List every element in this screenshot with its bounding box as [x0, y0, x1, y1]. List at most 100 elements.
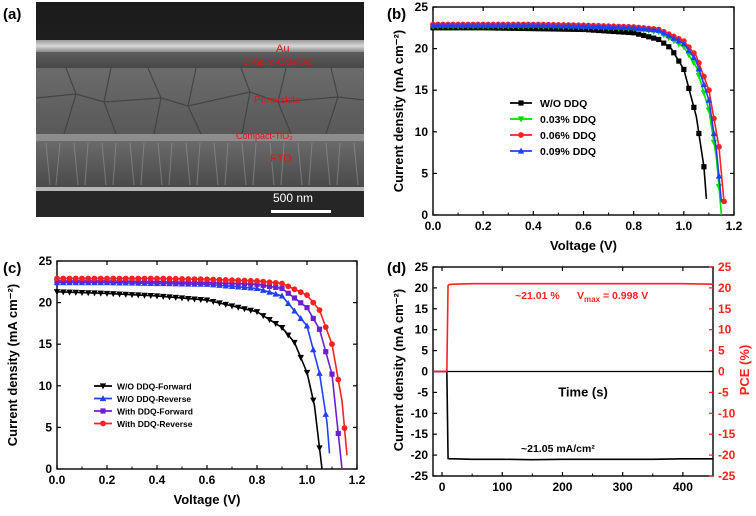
y-right-tick-label: 5: [718, 344, 725, 358]
data-point: [304, 292, 310, 299]
x-tick-label: 1.2: [726, 219, 743, 233]
data-point: [204, 280, 210, 286]
data-point: [279, 285, 285, 292]
data-point: [103, 290, 111, 297]
data-point: [266, 288, 273, 295]
data-point: [316, 326, 323, 332]
data-point: [495, 21, 502, 28]
data-point: [116, 291, 123, 298]
data-point: [153, 293, 161, 300]
y-tick-label: -25: [411, 469, 429, 483]
data-point: [298, 300, 304, 306]
data-point: [191, 296, 198, 303]
x-tick-label: 200: [552, 480, 572, 494]
data-point: [323, 349, 329, 355]
data-point: [655, 26, 662, 33]
data-point: [310, 315, 316, 322]
data-point: [241, 306, 248, 313]
x-tick-label: 300: [613, 480, 633, 494]
data-point: [505, 21, 512, 28]
data-point: [285, 283, 292, 290]
data-point: [322, 410, 329, 417]
data-point: [625, 24, 632, 31]
x-tick-label: 0.0: [425, 219, 442, 233]
data-point: [247, 307, 254, 314]
data-point: [54, 275, 60, 282]
data-point: [545, 22, 552, 29]
x-tick-label: 0.6: [199, 473, 216, 487]
series-b-3: [429, 21, 723, 203]
data-point: [66, 275, 73, 282]
x-tick-label: 0.8: [625, 219, 642, 233]
series-c-2: [54, 278, 343, 470]
data-point: [641, 32, 647, 39]
data-point: [590, 23, 597, 30]
data-point: [335, 376, 342, 383]
chart-d-ylabel-left: Current density (mA cm⁻²): [391, 289, 406, 451]
data-point: [91, 275, 98, 282]
data-point: [650, 26, 657, 33]
data-point: [247, 277, 254, 284]
data-point: [197, 296, 204, 303]
x-tick-label: 0.0: [49, 473, 66, 487]
y-tick-label: 5: [45, 420, 52, 434]
data-point: [203, 297, 211, 304]
series-line-pce: [433, 282, 714, 373]
data-point: [575, 22, 582, 29]
legend-marker: [517, 147, 525, 154]
data-point: [191, 276, 198, 282]
data-point: [272, 321, 279, 328]
x-tick-label: 400: [673, 480, 693, 494]
data-point: [310, 397, 317, 404]
y-tick-label: 20: [415, 281, 429, 295]
y-tick-label: 20: [39, 296, 53, 310]
data-point: [97, 275, 104, 282]
data-point: [110, 275, 117, 282]
x-tick-label: 0.4: [149, 473, 166, 487]
data-point: [616, 29, 622, 35]
sem-label-au: Au: [276, 43, 290, 55]
data-point: [210, 280, 216, 286]
scale-bar: [271, 210, 331, 213]
data-point: [329, 341, 335, 348]
y-right-tick-label: 0: [718, 365, 725, 379]
scale-bar-label: 500 nm: [273, 191, 314, 205]
data-point: [254, 281, 260, 287]
y-tick-label: 25: [415, 0, 429, 14]
x-tick-label: 0: [439, 480, 446, 494]
legend-marker: [100, 408, 106, 414]
data-point: [141, 278, 148, 285]
data-point: [681, 66, 687, 72]
data-point: [148, 279, 154, 285]
x-tick-label: 0.2: [99, 473, 116, 487]
data-point: [210, 298, 217, 305]
data-point: [135, 278, 141, 285]
data-point: [310, 346, 317, 353]
data-point: [235, 281, 241, 287]
chart-b-legend: W/O DDQ 0.03% DDQ 0.06% DDQ 0.09% DDQ: [510, 98, 596, 158]
data-point: [690, 54, 698, 61]
data-point: [291, 307, 298, 314]
data-point: [671, 50, 677, 56]
data-point: [60, 275, 67, 282]
y-tick-label: 0: [45, 462, 52, 476]
data-point: [600, 23, 607, 30]
x-tick-label: 0.6: [575, 219, 592, 233]
data-point: [248, 281, 254, 287]
data-point: [147, 293, 154, 300]
data-point: [510, 21, 517, 28]
sem-image-graphic: [36, 2, 364, 217]
data-point: [204, 276, 210, 283]
data-point: [310, 299, 317, 306]
data-point: [66, 289, 73, 296]
data-point: [291, 339, 298, 346]
chart-b-xlabel: Voltage (V): [550, 238, 617, 253]
data-point: [701, 164, 707, 170]
x-tick-label: 0.2: [475, 219, 492, 233]
data-point: [197, 276, 204, 283]
data-point: [191, 279, 198, 286]
data-point: [474, 21, 482, 28]
data-point: [525, 21, 532, 28]
data-point: [479, 21, 487, 28]
data-point: [122, 291, 129, 298]
